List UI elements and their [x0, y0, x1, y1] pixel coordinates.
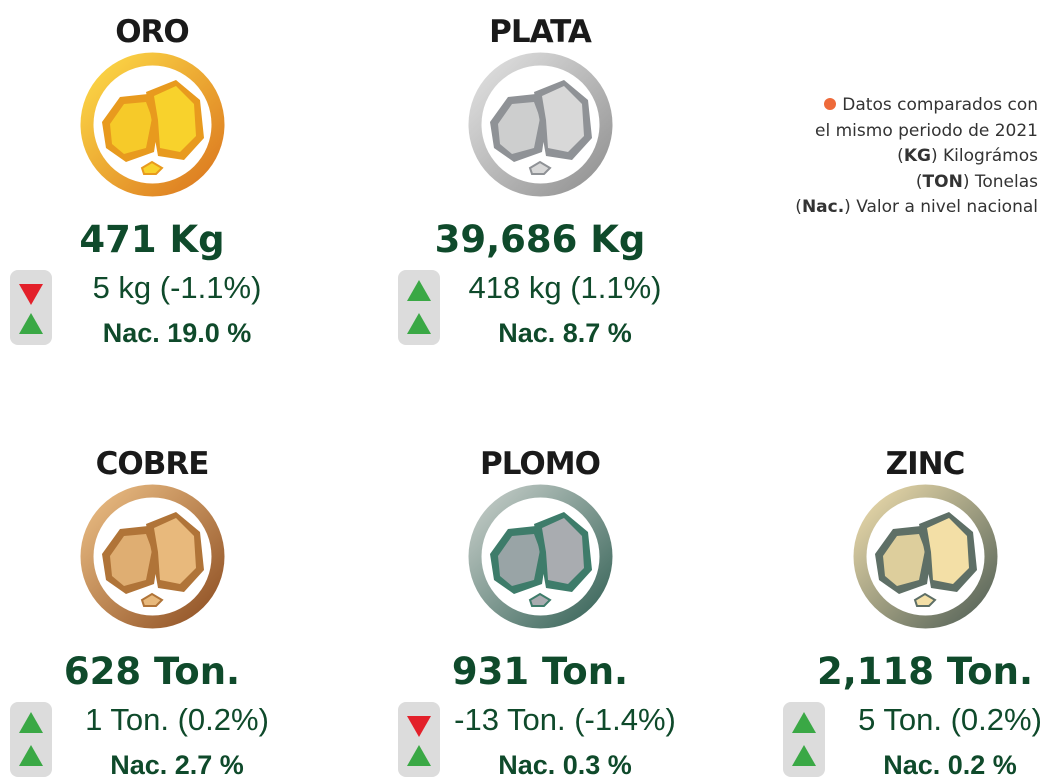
metal-icon — [80, 484, 225, 629]
indicator — [10, 702, 52, 777]
dot — [824, 98, 837, 110]
metal-icon — [853, 484, 998, 629]
pebble — [913, 592, 937, 607]
change: 5 kg (-1.1%) — [92, 270, 262, 305]
legend-key: KG — [903, 146, 931, 166]
metal-card: PLATA 39,686 Kg 418 kg (1.1%) Nac. 8.7 % — [390, 0, 690, 348]
rock — [154, 86, 196, 152]
indicator — [10, 270, 52, 345]
title: PLATA — [489, 14, 592, 50]
title: COBRE — [95, 446, 210, 482]
metal-card: ORO 471 Kg 5 kg (-1.1%) Nac. 19.0 % — [2, 0, 302, 348]
metal-card: PLOMO 931 Ton. -13 Ton. (-1.4%) Nac. 0.3 % — [390, 432, 690, 780]
pebble — [528, 160, 552, 175]
legend-line: (Nac.) Valor a nivel nacional — [795, 195, 1038, 221]
change: 5 Ton. (0.2%) — [858, 702, 1042, 737]
legend-line: el mismo periodo de 2021 — [815, 120, 1038, 141]
legend-line: (KG) Kilográmos — [795, 144, 1038, 170]
value: 471 Kg — [79, 218, 225, 261]
legend-text: Datos comparados con — [842, 95, 1038, 115]
rock — [542, 518, 584, 584]
metal-icon — [80, 52, 225, 197]
legend-text: ( — [795, 197, 802, 217]
legend-line: (TON) Tonelas — [795, 170, 1038, 196]
change: 1 Ton. (0.2%) — [85, 702, 269, 737]
nac: Nac. 0.2 % — [883, 750, 1017, 780]
title: ORO — [115, 14, 190, 50]
legend-key: Nac. — [801, 197, 845, 217]
change: 418 kg (1.1%) — [468, 270, 662, 305]
nac: Nac. 2.7 % — [110, 750, 244, 780]
indicator — [398, 702, 440, 777]
pebble — [528, 592, 552, 607]
rock — [498, 534, 540, 586]
pebble — [140, 592, 164, 607]
indicator — [398, 270, 440, 345]
rock — [542, 86, 584, 152]
value: 2,118 Ton. — [816, 650, 1034, 693]
legend: Datos comparados con el mismo periodo de… — [795, 93, 1038, 221]
rock — [110, 534, 152, 586]
legend-text: ) Kilográmos — [930, 146, 1038, 166]
legend-text: ( — [915, 171, 923, 192]
rock — [110, 102, 152, 154]
legend-text: ) Valor a nivel nacional — [844, 197, 1038, 217]
nac: Nac. 8.7 % — [498, 318, 632, 348]
nac: Nac. 0.3 % — [498, 750, 632, 780]
rock — [927, 518, 969, 584]
metal-card: COBRE 628 Ton. 1 Ton. (0.2%) Nac. 2.7 % — [2, 432, 302, 780]
nac: Nac. 19.0 % — [102, 318, 252, 348]
metal-icon — [468, 484, 613, 629]
rock — [154, 518, 196, 584]
metal-card: ZINC 2,118 Ton. 5 Ton. (0.2%) Nac. 0.2 % — [775, 432, 1046, 780]
title: ZINC — [885, 446, 966, 482]
legend-text: ) Tonelas — [962, 171, 1038, 192]
pebble — [140, 160, 164, 175]
value: 628 Ton. — [63, 650, 241, 693]
metal-icon — [468, 52, 613, 197]
value: 39,686 Kg — [434, 218, 646, 261]
indicator — [783, 702, 825, 777]
value: 931 Ton. — [451, 650, 629, 693]
legend-text: ( — [897, 146, 904, 166]
change: -13 Ton. (-1.4%) — [454, 702, 676, 737]
rock — [883, 534, 925, 586]
legend-line: Datos comparados con — [795, 93, 1038, 119]
rock — [498, 102, 540, 154]
title: PLOMO — [480, 446, 601, 482]
legend-key: TON — [922, 171, 963, 192]
